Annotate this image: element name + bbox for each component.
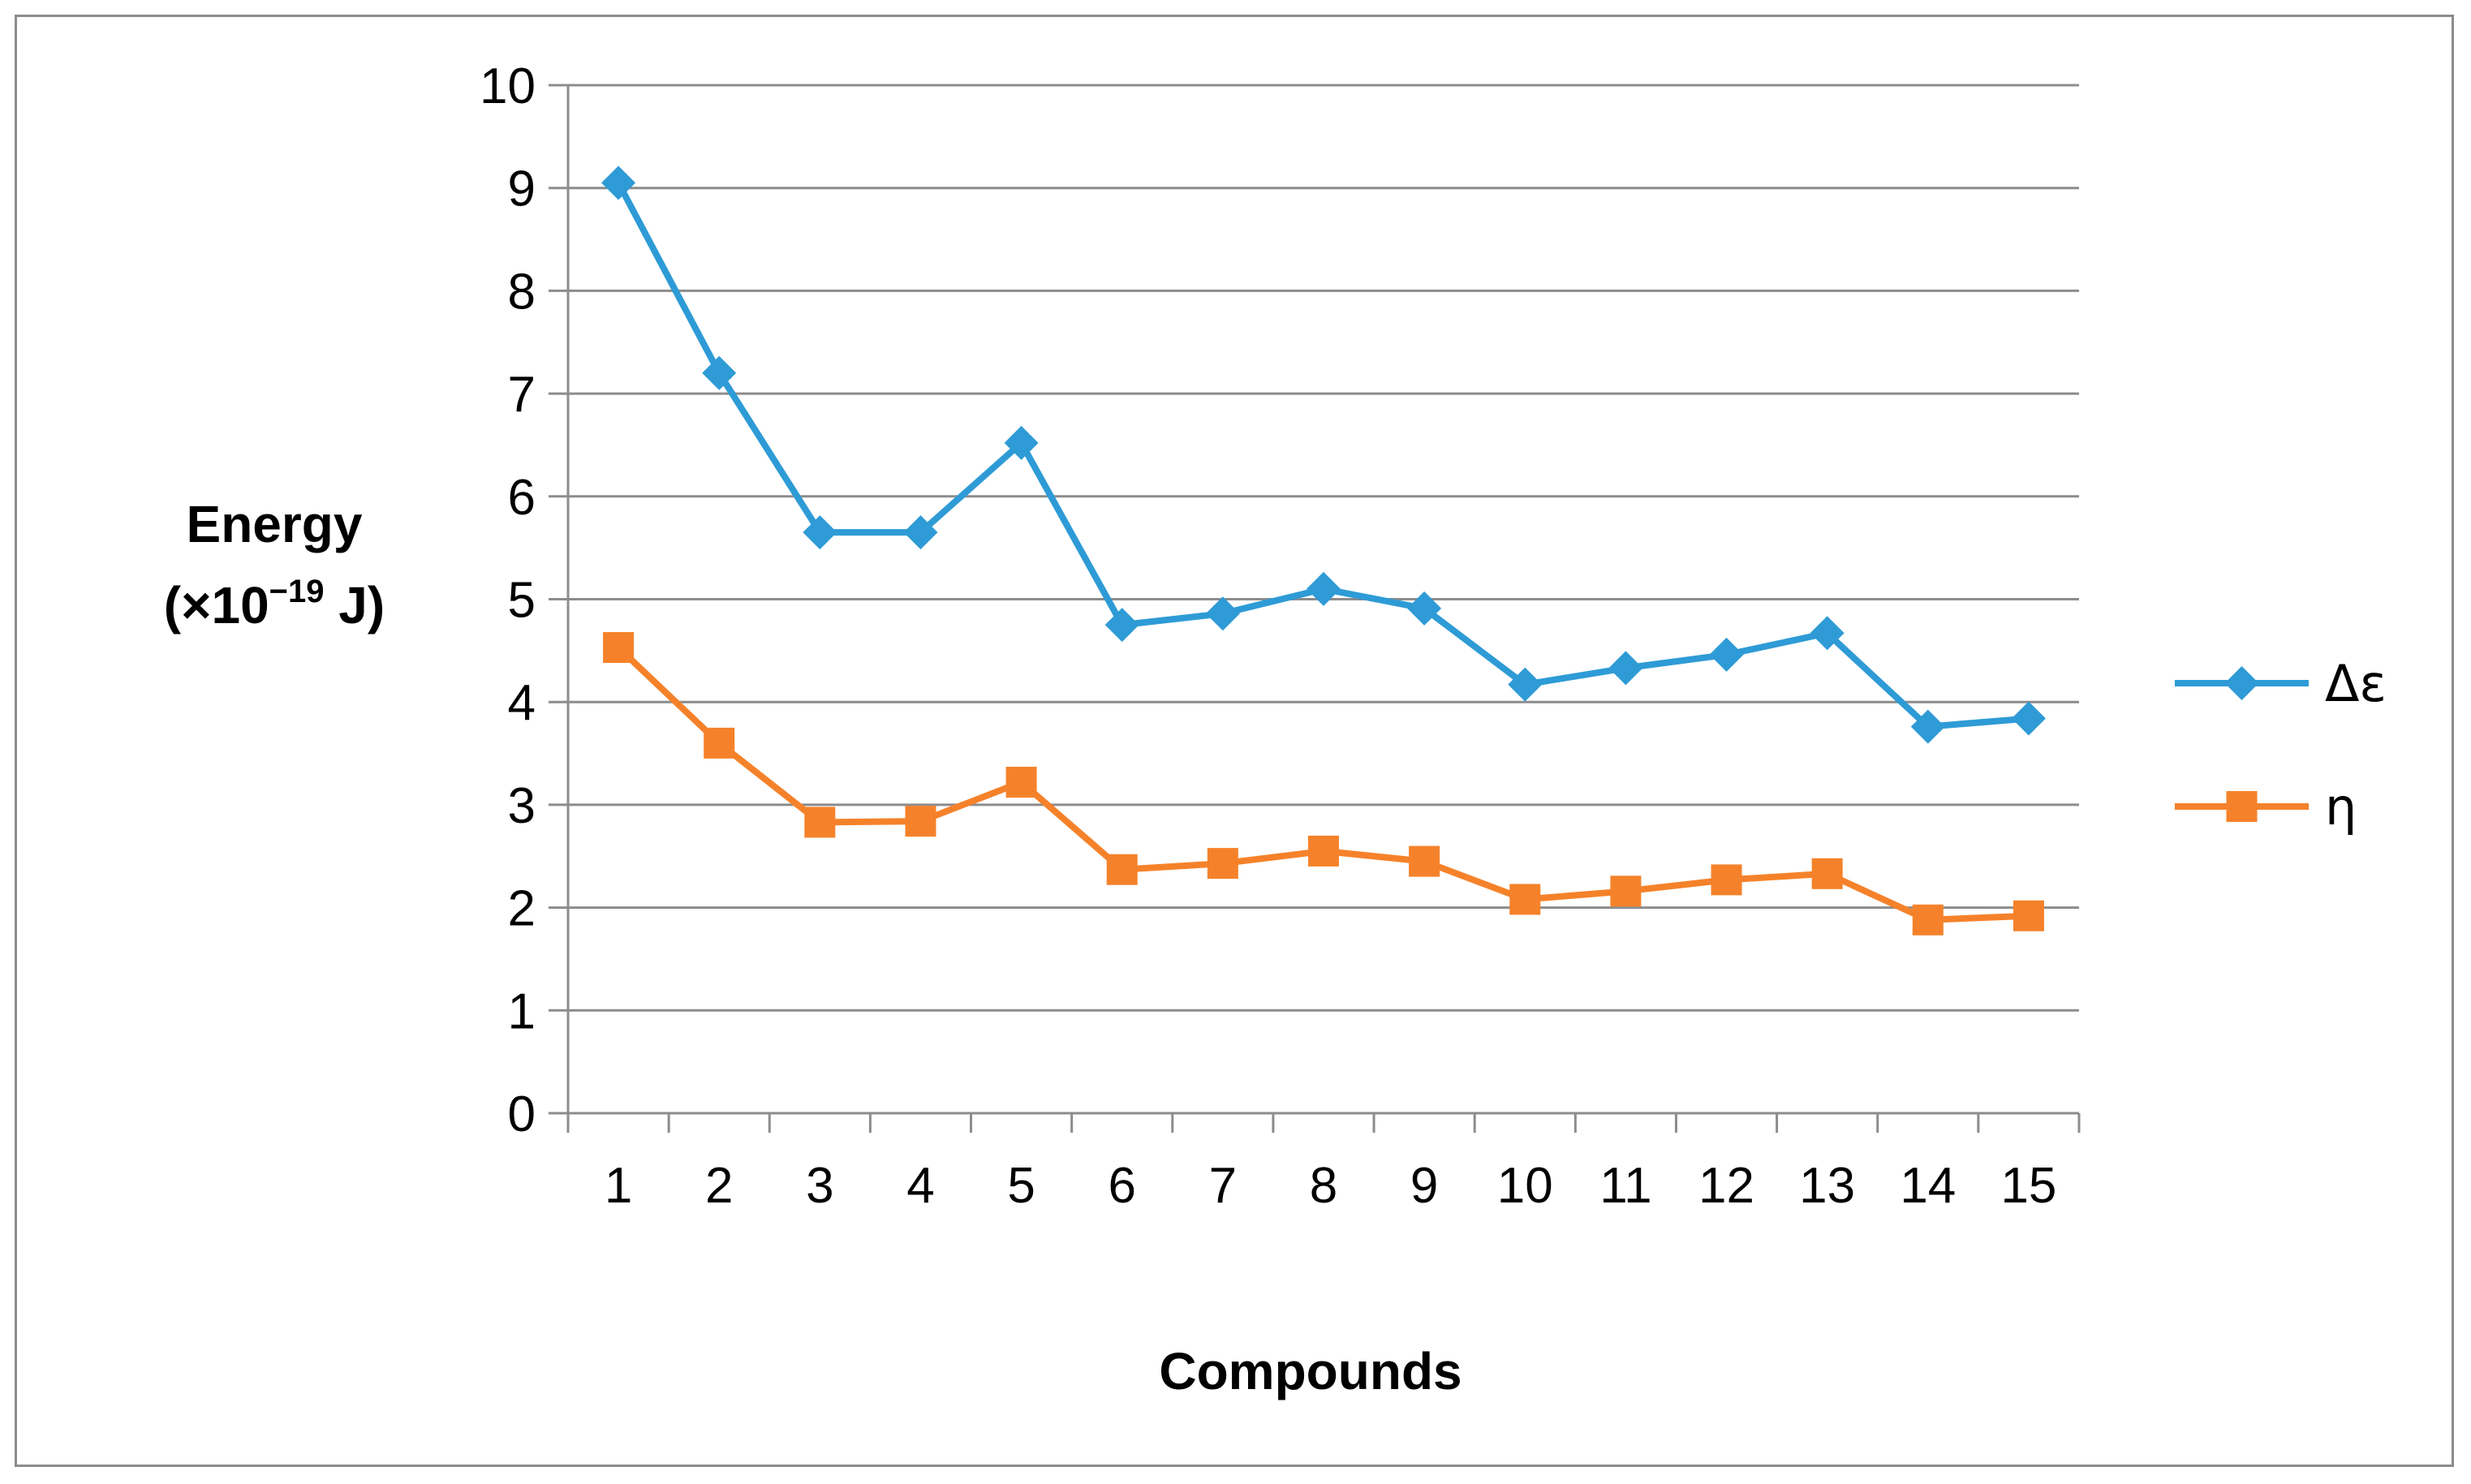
y-tick-label: 1 <box>508 983 536 1039</box>
data-point <box>1912 904 1944 936</box>
y-tick-label: 5 <box>508 573 536 629</box>
data-point <box>1205 596 1240 631</box>
chart-frame <box>15 15 2454 1467</box>
gridlines <box>568 84 2079 1012</box>
data-point <box>1005 767 1037 798</box>
data-point <box>1610 875 1642 907</box>
y-tick-label: 7 <box>508 367 536 423</box>
data-point <box>1910 709 1945 744</box>
y-axis-title-line1: Energy <box>187 495 363 553</box>
y-axis-title-line2: (×10−19 J) <box>164 574 385 634</box>
x-tick-label: 14 <box>1900 1158 1956 1214</box>
x-tick-label: 3 <box>806 1158 833 1214</box>
y-tick-label: 0 <box>508 1086 536 1142</box>
series-layer <box>601 166 2046 936</box>
y-tick-label: 6 <box>508 470 536 526</box>
data-point <box>1106 854 1138 885</box>
y-axis-title-prefix: (×10 <box>164 576 269 634</box>
x-tick-label: 11 <box>1599 1158 1651 1214</box>
legend: Δε η <box>2175 654 2387 837</box>
data-point <box>1711 864 1742 896</box>
x-tick-label: 6 <box>1108 1158 1135 1214</box>
legend-entry-1: Δε <box>2175 654 2387 713</box>
data-point <box>903 515 938 550</box>
data-point <box>1407 591 1442 626</box>
y-tick-label: 2 <box>508 881 536 937</box>
data-point <box>702 355 737 390</box>
series-line <box>615 181 2030 730</box>
series-1 <box>601 166 2046 744</box>
x-tick-label: 1 <box>605 1158 632 1214</box>
y-tick-label: 8 <box>508 264 536 320</box>
data-point <box>2011 701 2046 736</box>
y-tick-label: 4 <box>508 675 536 731</box>
legend-marker <box>2224 666 2259 700</box>
x-tick-label: 8 <box>1310 1158 1337 1214</box>
data-point <box>601 166 636 200</box>
data-point <box>2013 900 2044 931</box>
data-point <box>603 632 635 664</box>
data-point <box>1810 616 1845 651</box>
x-tick-label: 5 <box>1007 1158 1035 1214</box>
data-point <box>704 727 735 759</box>
data-point <box>803 515 837 550</box>
data-point <box>1508 667 1543 702</box>
data-point <box>1811 858 1843 889</box>
legend-marker <box>2226 791 2258 822</box>
y-axis-title-unit: J) <box>325 576 385 634</box>
legend-entry-2: η <box>2175 777 2357 837</box>
data-point <box>1608 651 1643 686</box>
data-point <box>1104 608 1139 643</box>
data-point <box>1207 848 1238 880</box>
data-point <box>1509 884 1541 915</box>
series-2 <box>603 632 2044 936</box>
x-tick-label: 7 <box>1209 1158 1237 1214</box>
x-tick-label: 13 <box>1799 1158 1855 1214</box>
data-point <box>1308 835 1339 867</box>
x-tick-label: 4 <box>906 1158 934 1214</box>
data-point <box>905 806 936 837</box>
data-point <box>1307 571 1341 606</box>
x-axis-title: Compounds <box>1159 1342 1462 1400</box>
x-tick-label: 2 <box>705 1158 733 1214</box>
y-tick-label: 3 <box>508 778 536 834</box>
y-tick-label: 9 <box>508 161 536 217</box>
legend-label: Δε <box>2325 654 2387 713</box>
y-axis-title-exponent: −19 <box>269 574 325 609</box>
y-tick-label: 10 <box>480 58 536 114</box>
axes <box>549 84 2081 1133</box>
legend-label: η <box>2325 777 2357 837</box>
data-point <box>1409 845 1440 877</box>
x-tick-label: 12 <box>1698 1158 1754 1214</box>
x-tick-label: 10 <box>1497 1158 1553 1214</box>
x-tick-label: 15 <box>2000 1158 2056 1214</box>
x-tick-label: 9 <box>1410 1158 1438 1214</box>
data-point <box>1709 637 1744 672</box>
data-point <box>804 807 836 838</box>
data-point <box>1004 425 1039 460</box>
